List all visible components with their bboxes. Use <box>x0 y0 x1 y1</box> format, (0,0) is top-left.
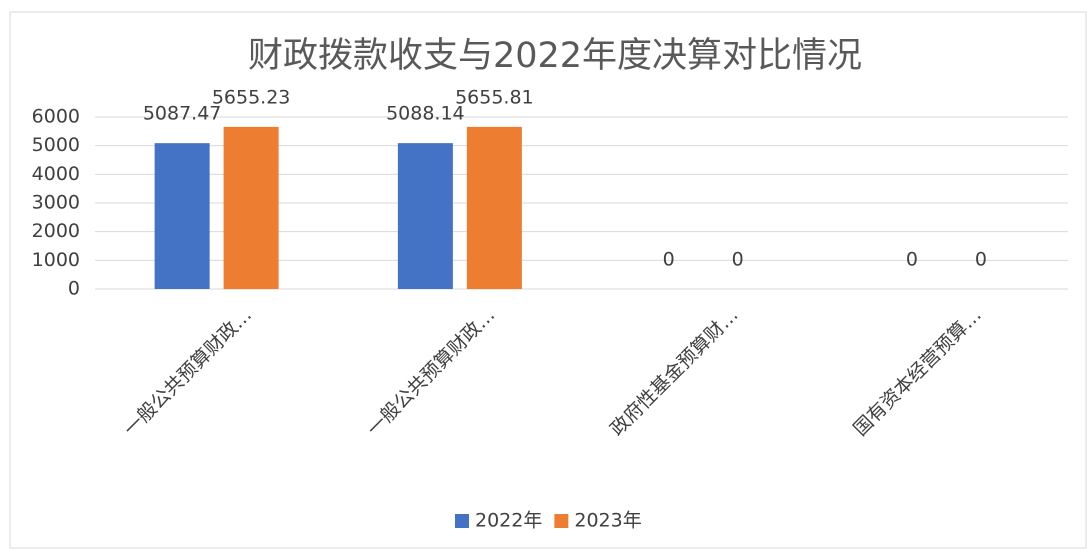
data-label: 0 <box>663 249 675 271</box>
data-label: 5087.47 <box>143 103 222 125</box>
bar <box>154 143 210 289</box>
data-label: 0 <box>975 249 987 271</box>
legend-label: 2022年 <box>475 510 542 532</box>
y-tick-label: 1000 <box>32 249 80 271</box>
y-tick-label: 4000 <box>32 163 80 185</box>
bar <box>397 143 453 289</box>
data-label: 0 <box>906 249 918 271</box>
legend-swatch <box>554 514 569 528</box>
y-tick-label: 6000 <box>32 106 80 128</box>
y-tick-label: 0 <box>68 278 80 300</box>
y-tick-label: 3000 <box>32 192 80 214</box>
legend-label: 2023年 <box>574 510 641 532</box>
bar <box>223 126 279 289</box>
y-tick-label: 5000 <box>32 134 80 156</box>
data-label: 0 <box>732 249 744 271</box>
legend-swatch <box>455 514 469 528</box>
data-label: 5655.23 <box>212 86 291 108</box>
bar <box>466 126 522 289</box>
data-label: 5655.81 <box>455 86 534 108</box>
data-label: 5088.14 <box>386 103 465 125</box>
chart-title: 财政拨款收支与2022年度决算对比情况 <box>248 36 862 76</box>
y-tick-label: 2000 <box>32 220 80 242</box>
